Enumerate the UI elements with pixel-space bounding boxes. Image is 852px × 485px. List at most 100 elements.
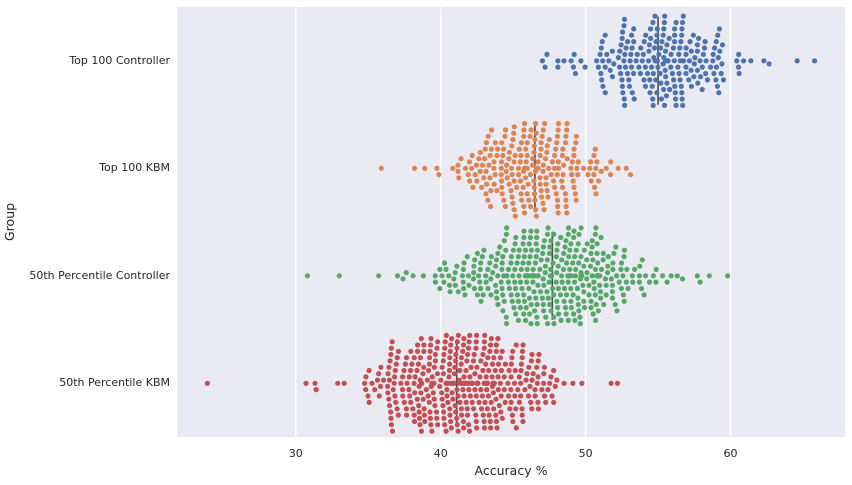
swarm-dot — [498, 172, 504, 178]
swarm-dot — [510, 418, 516, 425]
swarm-dot — [494, 295, 500, 301]
swarm-dot — [641, 77, 647, 83]
swarm-dot — [445, 399, 451, 405]
swarm-dot — [422, 165, 428, 171]
swarm-dot — [563, 292, 570, 298]
swarm-dot — [540, 162, 546, 168]
swarm-dot — [506, 367, 512, 374]
swarm-dot — [458, 156, 464, 162]
swarm-dot — [735, 64, 742, 70]
swarm-dot — [488, 342, 494, 348]
swarm-dot — [456, 175, 462, 181]
swarm-dot — [565, 317, 571, 323]
swarm-dot — [602, 90, 608, 96]
swarm-dot — [654, 32, 660, 38]
swarm-dot — [626, 83, 633, 89]
swarm-dot — [487, 175, 493, 181]
swarm-dot — [392, 393, 398, 399]
swarm-dot — [663, 93, 669, 99]
swarm-dot — [572, 317, 578, 323]
swarm-dot — [509, 412, 515, 418]
swarm-dot — [474, 178, 480, 184]
swarm-dot — [527, 133, 533, 139]
swarm-dot — [571, 184, 577, 190]
swarm-dot — [545, 321, 551, 327]
swarm-dot — [590, 311, 596, 317]
swarm-dot — [534, 364, 540, 370]
swarm-dot — [492, 282, 499, 288]
swarm-dot — [521, 292, 527, 298]
swarm-dot — [493, 257, 500, 263]
swarm-dot — [603, 292, 609, 298]
swarm-dot — [476, 156, 482, 162]
swarm-dot — [560, 172, 566, 178]
swarm-dot — [455, 332, 461, 338]
swarm-dot — [653, 77, 659, 83]
swarm-dot — [483, 168, 489, 174]
swarm-dot — [584, 270, 590, 276]
swarm-dot — [600, 250, 606, 256]
swarm-dot — [581, 305, 588, 311]
swarm-dot — [404, 380, 410, 386]
swarm-dot — [479, 393, 485, 399]
swarm-dot — [421, 412, 427, 418]
swarm-dot — [484, 181, 490, 187]
swarm-dot — [555, 58, 561, 64]
swarm-dot — [495, 250, 501, 256]
swarm-dot — [666, 35, 672, 41]
swarm-dot — [447, 406, 453, 412]
swarm-dot — [688, 48, 694, 54]
swarm-dot — [714, 83, 721, 89]
swarm-dot — [661, 102, 668, 108]
swarm-dot — [648, 35, 654, 41]
swarm-dot — [647, 26, 654, 32]
swarm-dot — [526, 285, 532, 292]
swarm-dot — [528, 301, 534, 308]
swarm-dot — [493, 348, 499, 354]
swarm-dot — [690, 32, 697, 38]
swarm-dot — [596, 178, 602, 184]
swarm-dot — [534, 380, 540, 386]
swarm-dot — [573, 247, 579, 253]
swarm-dot — [629, 45, 635, 51]
swarm-dot — [461, 260, 467, 266]
swarm-dot — [394, 355, 400, 361]
swarm-dot — [421, 406, 427, 412]
swarm-dot — [503, 314, 509, 320]
swarm-dot — [464, 254, 470, 260]
swarm-dot — [572, 254, 578, 260]
swarm-dot — [643, 32, 649, 38]
swarm-dot — [499, 415, 505, 421]
plot-area — [177, 7, 845, 437]
swarm-dot — [534, 301, 540, 308]
swarm-dot — [471, 263, 477, 269]
swarm-dot — [683, 51, 689, 58]
swarm-dot — [761, 58, 767, 64]
swarm-dot — [686, 77, 692, 83]
swarm-dot — [664, 58, 670, 64]
swarm-dot — [544, 143, 550, 149]
swarm-dot — [671, 58, 677, 64]
swarm-dot — [622, 64, 629, 70]
swarm-dot — [712, 45, 718, 51]
swarm-dot — [461, 393, 467, 399]
swarm-dot — [554, 133, 561, 139]
swarm-dot — [621, 254, 627, 260]
swarm-dot — [593, 317, 599, 323]
swarm-dot — [581, 247, 587, 253]
swarm-dot — [466, 339, 472, 345]
swarm-dot — [618, 260, 625, 266]
swarm-dot — [403, 270, 409, 276]
swarm-dot — [441, 351, 447, 358]
swarm-dot — [482, 399, 488, 405]
swarm-dot — [428, 383, 434, 389]
swarm-dot — [521, 254, 527, 260]
swarm-dot — [555, 159, 561, 165]
swarm-dot — [495, 336, 501, 342]
swarm-dot — [511, 124, 517, 130]
swarm-dot — [562, 244, 568, 250]
swarm-dot — [422, 418, 428, 425]
swarm-dot — [488, 188, 494, 194]
swarm-dot — [547, 301, 553, 308]
swarm-dot — [457, 367, 463, 374]
